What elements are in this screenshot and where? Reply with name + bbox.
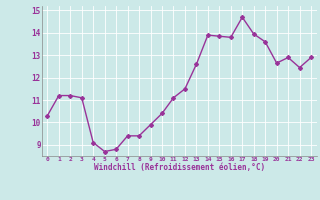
X-axis label: Windchill (Refroidissement éolien,°C): Windchill (Refroidissement éolien,°C) — [94, 163, 265, 172]
